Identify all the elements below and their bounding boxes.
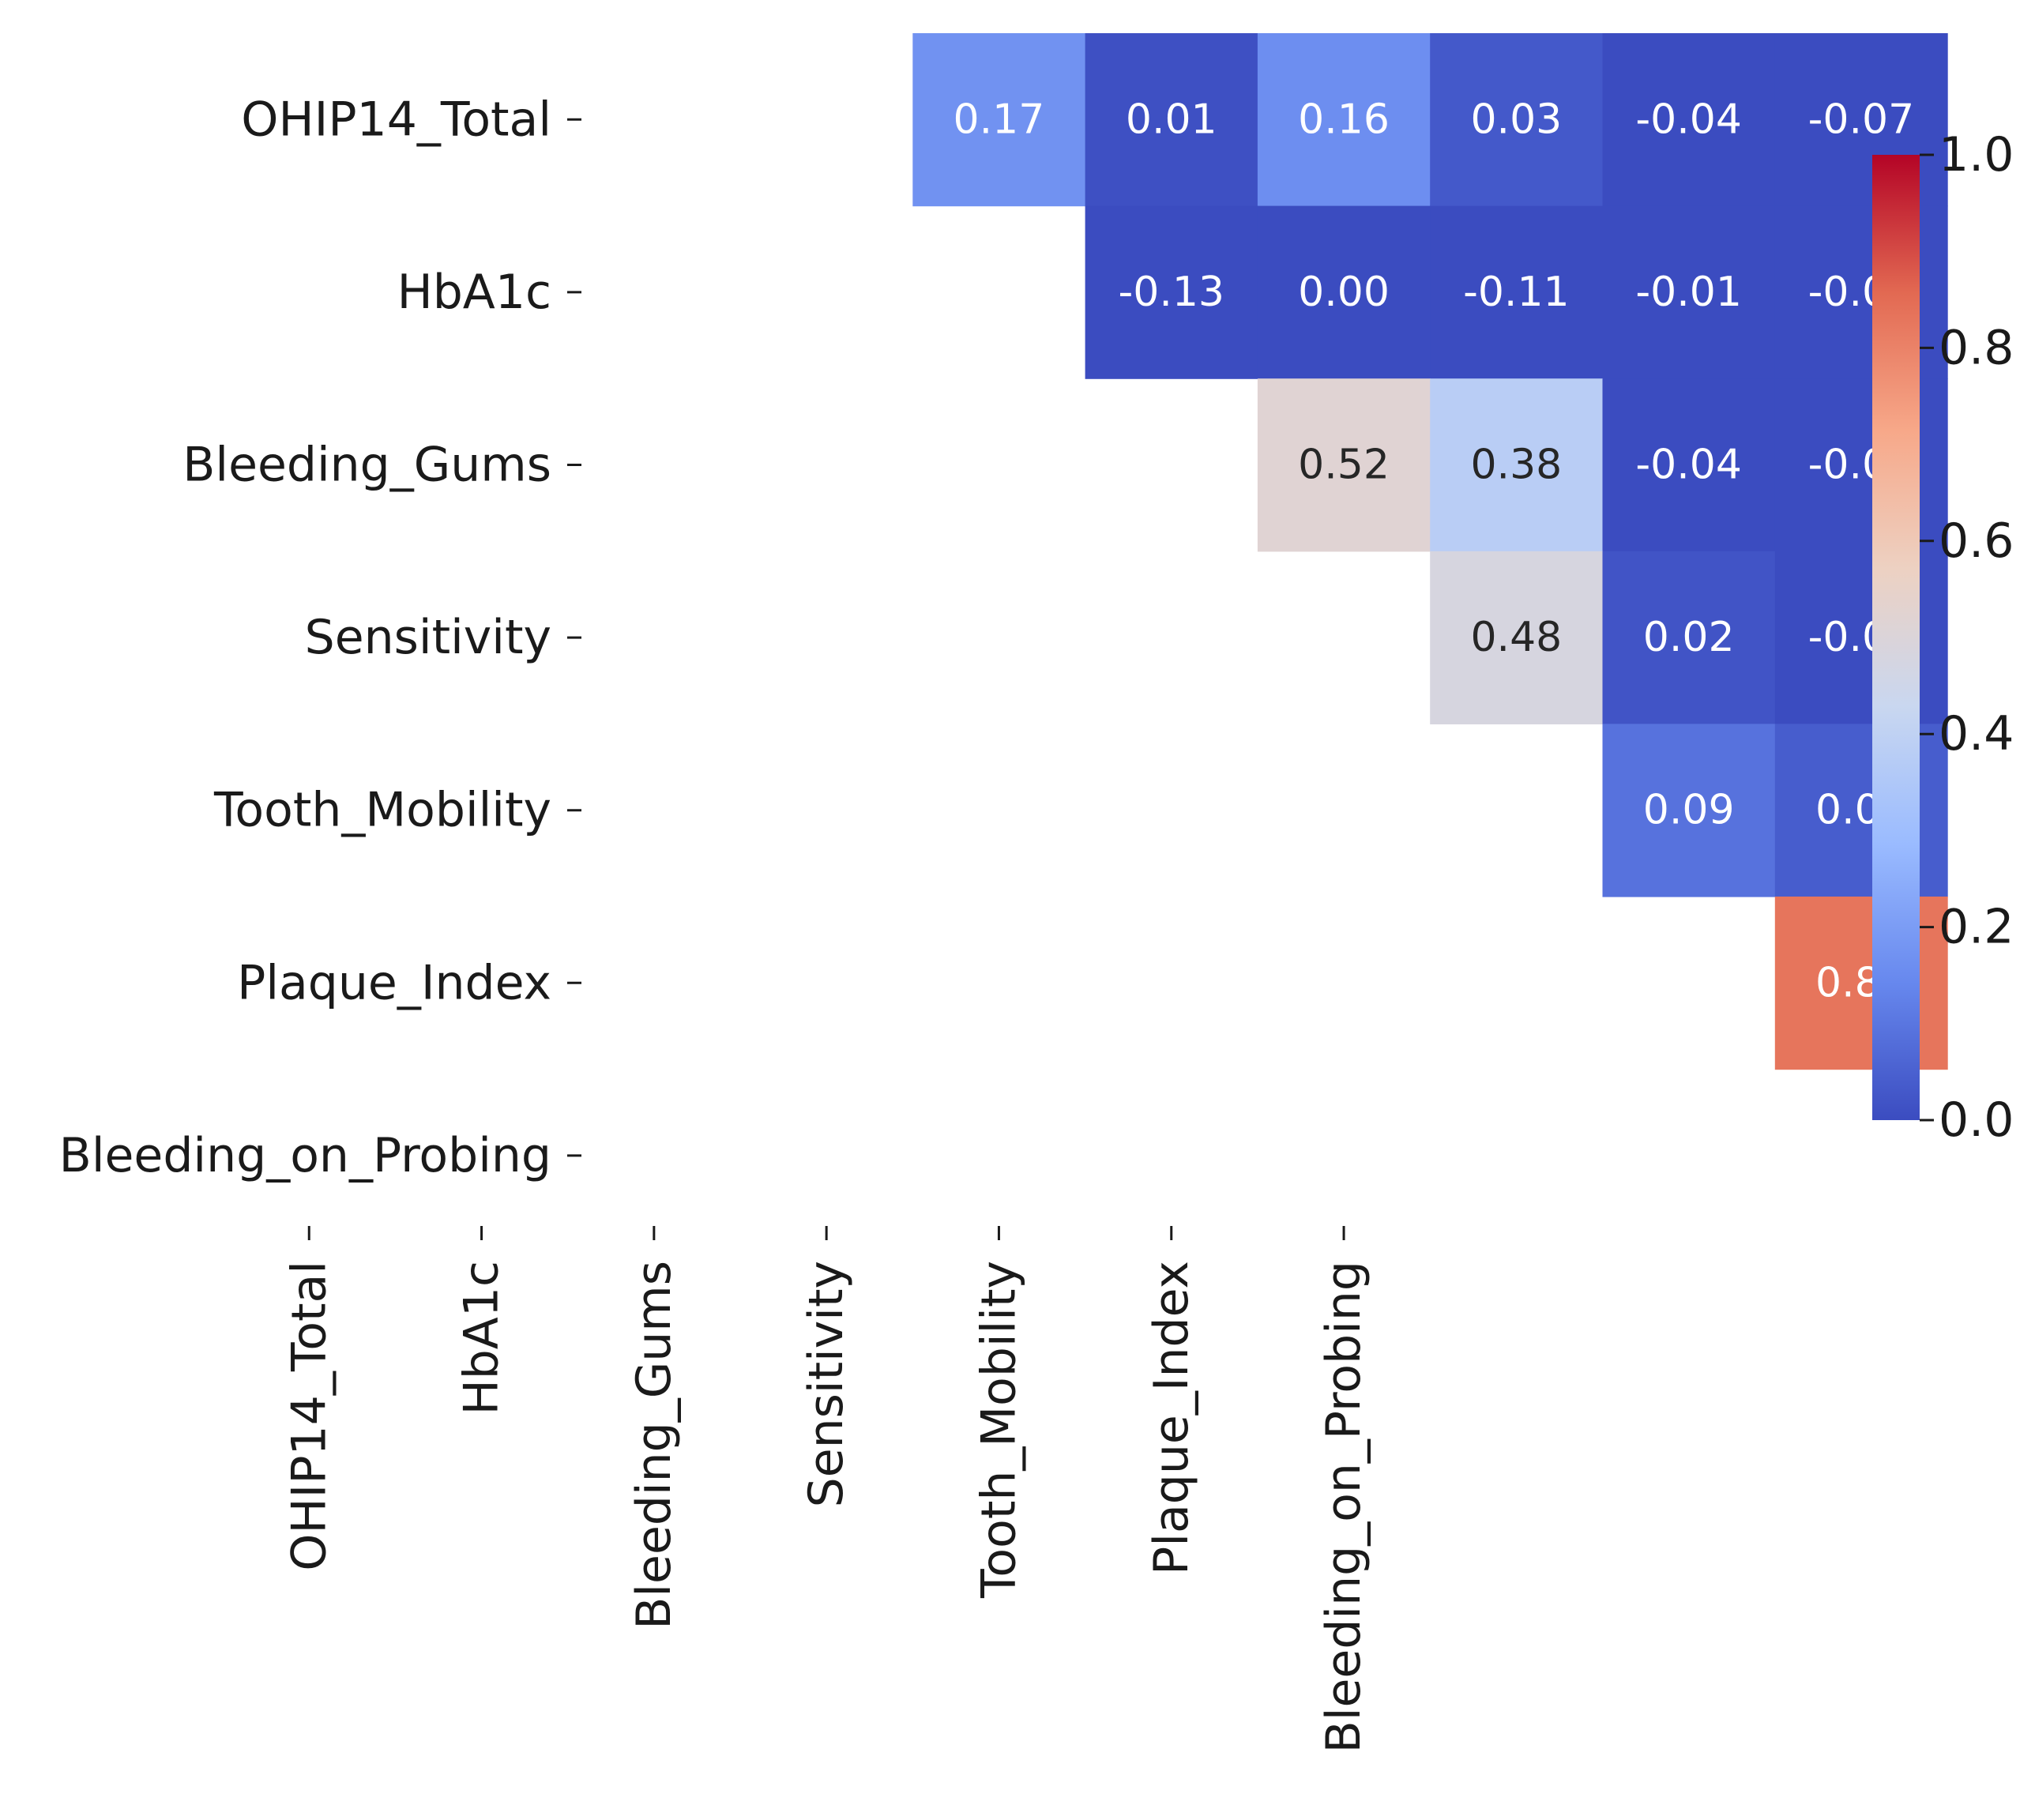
colorbar: 0.0 0.2 0.4 0.6 0.8 1.0 (1872, 127, 2014, 1148)
y-tick-label-bleeding-gums: Bleeding_Gums (182, 438, 551, 493)
cell-hba1c-bleeding-gums (1085, 205, 1258, 379)
cell-label-hba1c-bleeding-gums: -0.13 (1118, 269, 1224, 316)
cell-ohip14-total-sensitivity (1257, 33, 1431, 207)
y-tick-label-plaque-index: Plaque_Index (237, 955, 551, 1010)
cell-hba1c-plaque-index (1602, 205, 1776, 379)
cell-label-bleeding-gums-tooth-mobility: 0.38 (1470, 442, 1562, 489)
heatmap-cells: 0.17 0.01 0.16 0.03 -0.04 -0.07 -0.13 0.00 -0.11… (912, 33, 1948, 1070)
cell-label-bleeding-gums-sensitivity: 0.52 (1298, 442, 1390, 489)
x-tick-label-sensitivity: Sensitivity (799, 1261, 854, 1507)
cell-sensitivity-plaque-index (1602, 551, 1776, 724)
cell-label-hba1c-plaque-index: -0.01 (1635, 269, 1742, 316)
cell-label-ohip14-total-bleeding-on-probing: -0.07 (1808, 96, 1915, 143)
cell-bleeding-gums-sensitivity (1257, 378, 1431, 552)
y-tick-label-tooth-mobility: Tooth_Mobility (213, 783, 551, 838)
y-axis-labels: OHIP14_Total HbA1c Bleeding_Gums Sensitivit… (59, 92, 581, 1183)
cell-bleeding-gums-tooth-mobility (1430, 378, 1604, 552)
x-tick-label-plaque-index: Plaque_Index (1144, 1261, 1199, 1575)
cell-label-hba1c-tooth-mobility: -0.11 (1463, 269, 1570, 316)
x-tick-label-tooth-mobility: Tooth_Mobility (971, 1261, 1026, 1599)
colorbar-tick-label-1-0: 1.0 (1939, 127, 2014, 182)
x-axis-labels: OHIP14_Total HbA1c Bleeding_Gums Sensitivit… (281, 1226, 1371, 1753)
cell-ohip14-total-plaque-index (1602, 33, 1776, 207)
x-tick-label-bleeding-on-probing: Bleeding_on_Probing (1316, 1261, 1371, 1753)
cell-ohip14-total-bleeding-gums (1085, 33, 1258, 207)
y-tick-label-ohip14-total: OHIP14_Total (241, 92, 551, 147)
cell-label-ohip14-total-sensitivity: 0.16 (1298, 96, 1390, 143)
cell-bleeding-gums-plaque-index (1602, 378, 1776, 552)
cell-label-ohip14-total-plaque-index: -0.04 (1635, 96, 1742, 143)
colorbar-tick-label-0-4: 0.4 (1939, 706, 2014, 761)
cell-hba1c-tooth-mobility (1430, 205, 1604, 379)
cell-hba1c-sensitivity (1257, 205, 1431, 379)
cell-tooth-mobility-plaque-index (1602, 724, 1776, 897)
y-tick-label-sensitivity: Sensitivity (305, 610, 551, 665)
y-tick-label-bleeding-on-probing: Bleeding_on_Probing (59, 1128, 551, 1183)
cell-label-tooth-mobility-plaque-index: 0.09 (1643, 787, 1735, 834)
colorbar-tick-label-0-6: 0.6 (1939, 513, 2014, 569)
colorbar-tick-label-0-0: 0.0 (1939, 1092, 2014, 1148)
x-tick-label-ohip14-total: OHIP14_Total (281, 1261, 337, 1571)
cell-label-sensitivity-tooth-mobility: 0.48 (1470, 614, 1562, 661)
cell-label-sensitivity-plaque-index: 0.02 (1643, 614, 1735, 661)
cell-label-ohip14-total-bleeding-gums: 0.01 (1126, 96, 1217, 143)
x-tick-label-bleeding-gums: Bleeding_Gums (626, 1261, 682, 1630)
cell-ohip14-total-hba1c (912, 33, 1086, 207)
cell-label-hba1c-sensitivity: 0.00 (1298, 269, 1390, 316)
cell-label-bleeding-gums-plaque-index: -0.04 (1635, 442, 1742, 489)
colorbar-gradient (1872, 155, 1920, 1120)
cell-label-ohip14-total-hba1c: 0.17 (954, 96, 1045, 143)
colorbar-tick-label-0-8: 0.8 (1939, 320, 2014, 375)
y-tick-label-hba1c: HbA1c (397, 265, 551, 320)
cell-ohip14-total-tooth-mobility (1430, 33, 1604, 207)
cell-label-ohip14-total-tooth-mobility: 0.03 (1470, 96, 1562, 143)
colorbar-tick-label-0-2: 0.2 (1939, 900, 2014, 955)
x-tick-label-hba1c: HbA1c (454, 1261, 510, 1415)
cell-sensitivity-tooth-mobility (1430, 551, 1604, 724)
